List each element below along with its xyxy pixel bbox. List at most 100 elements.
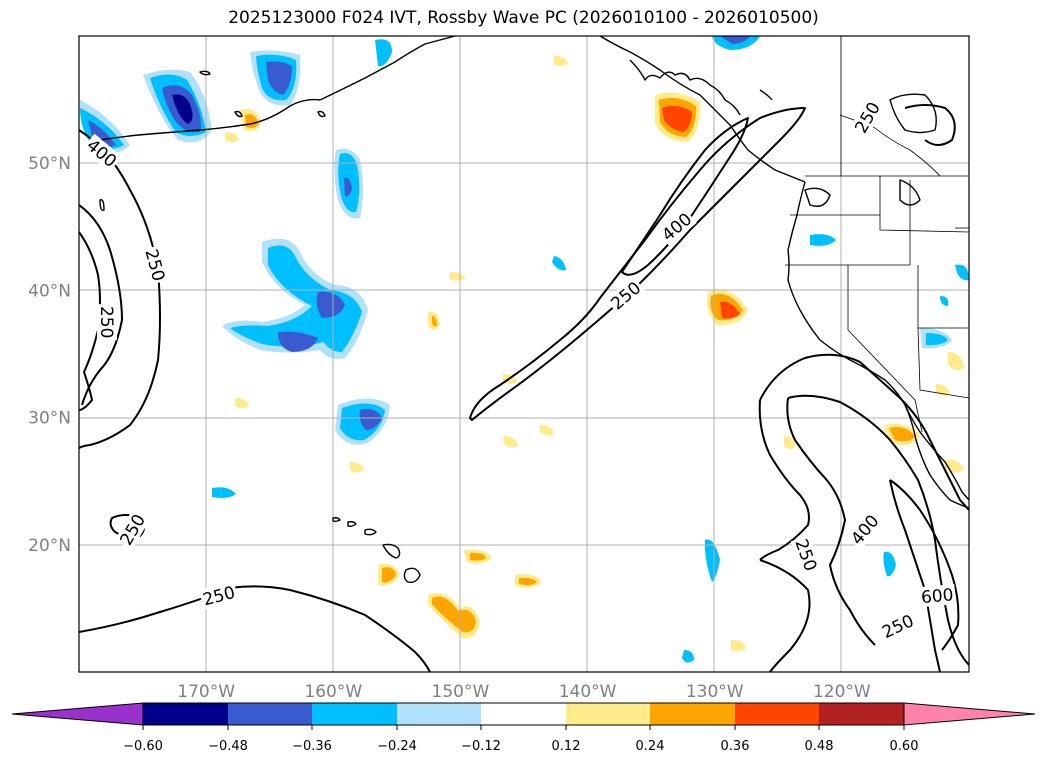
colorbar-segment [735, 703, 819, 725]
contour-label-bg [845, 509, 884, 550]
latitude-labels: 50°N 40°N 30°N 20°N [28, 154, 71, 556]
ivt-shading [80, 36, 969, 663]
colorbar-tick-label: −0.36 [292, 739, 332, 754]
shading-blob [375, 39, 392, 67]
shading-blob [382, 567, 396, 583]
shading-blob [552, 256, 566, 271]
shading-blob [316, 291, 345, 318]
colorbar-tick-label: −0.12 [461, 739, 501, 754]
shading-blob [235, 398, 249, 408]
colorbar-segment [228, 703, 312, 725]
shading-blob [432, 316, 437, 327]
contour-label-bg [918, 584, 957, 608]
shading-blob [955, 264, 969, 281]
colorbar-segment [312, 703, 397, 725]
shading-blob [731, 640, 746, 652]
colorbar-segment [481, 703, 566, 725]
latitude-label: 50°N [28, 154, 71, 174]
contour-label-bg [877, 609, 919, 643]
colorbar-segment [650, 703, 735, 725]
shading-blob [720, 36, 750, 44]
shading-blob [212, 487, 236, 498]
colorbar-frame [142, 702, 905, 726]
map-frame [78, 35, 970, 673]
colorbar-extend-high [903, 702, 1036, 726]
shading-blob [450, 272, 466, 281]
shading-blob [266, 61, 292, 95]
latitude-label: 40°N [28, 281, 71, 301]
shading-blob [682, 650, 694, 663]
shading-blob [720, 301, 740, 319]
shading-blob [470, 552, 486, 561]
shading-blob [948, 352, 964, 371]
shading-blob [504, 436, 518, 448]
contour-label: 400 [847, 511, 883, 549]
contour-label-bg [140, 244, 170, 285]
latitude-label: 30°N [28, 409, 71, 429]
shading-blob [554, 56, 568, 66]
shading-blob [784, 436, 796, 449]
longitude-labels: 170°W 160°W 150°W 140°W 130°W 120°W [177, 682, 871, 702]
shading-blob [344, 177, 352, 197]
shading-blob [540, 425, 554, 436]
shading-blob [359, 409, 382, 430]
colorbar-tick-label: 0.24 [636, 739, 665, 754]
contour-label-bg [198, 581, 239, 610]
longitude-label: 140°W [559, 682, 617, 702]
colorbar-segment [143, 703, 228, 725]
shading-blob [662, 105, 692, 132]
longitude-label: 160°W [304, 682, 362, 702]
shading-blob [883, 551, 896, 577]
contour-label: 250 [140, 247, 168, 284]
shading-blob [225, 132, 239, 142]
shading-blob [519, 577, 537, 586]
colorbar-ticks: −0.60 −0.48 −0.36 −0.24 −0.12 0.12 0.24 0.36 0.4… [123, 725, 918, 754]
shading-blob [810, 234, 836, 246]
colorbar-tick-label: 0.36 [721, 739, 750, 754]
colorbar-tick-label: −0.48 [208, 739, 248, 754]
shading-blob [889, 427, 915, 442]
shading-blob [704, 539, 720, 582]
colorbar-tick-label: 0.60 [890, 739, 919, 754]
colorbar-tick-label: 0.48 [805, 739, 834, 754]
colorbar-segment [566, 703, 650, 725]
colorbar-tick-label: −0.24 [377, 739, 417, 754]
shading-blob [926, 333, 948, 346]
colorbar-tick-label: −0.60 [123, 739, 163, 754]
shading-blob [350, 462, 364, 472]
contour-label: 250 [790, 537, 820, 574]
longitude-label: 130°W [686, 682, 744, 702]
ivt-contours [79, 104, 969, 672]
graticule [79, 36, 969, 672]
colorbar: −0.60 −0.48 −0.36 −0.24 −0.12 0.12 0.24 0.36 0.4… [11, 702, 1036, 754]
longitude-label: 120°W [813, 682, 871, 702]
contour-label: 250 [96, 306, 116, 338]
colorbar-segment [397, 703, 481, 725]
shading-blob [432, 596, 476, 633]
coastlines [99, 36, 969, 584]
longitude-label: 150°W [432, 682, 490, 702]
shading-blob [172, 94, 193, 124]
shading-blob [278, 331, 318, 352]
shading-blob [230, 245, 362, 352]
colorbar-segment [819, 703, 904, 725]
colorbar-tick-label: 0.12 [552, 739, 581, 754]
contour-label-bg [790, 534, 822, 576]
contour-label-bg [96, 304, 117, 341]
latitude-label: 20°N [28, 536, 71, 556]
contour-label-bg [114, 508, 151, 551]
shading-blob [940, 296, 949, 306]
contour-label-bg [849, 96, 885, 138]
shading-blob [936, 384, 950, 396]
contour-label-bg [81, 133, 123, 173]
contour-label-bg [656, 207, 697, 247]
longitude-label: 170°W [177, 682, 235, 702]
colorbar-extend-low [11, 702, 144, 726]
map-title: 2025123000 F024 IVT, Rossby Wave PC (202… [228, 8, 819, 28]
contour-label-bg [605, 276, 646, 315]
political-borders [785, 36, 969, 433]
contour-label: 600 [920, 585, 954, 608]
